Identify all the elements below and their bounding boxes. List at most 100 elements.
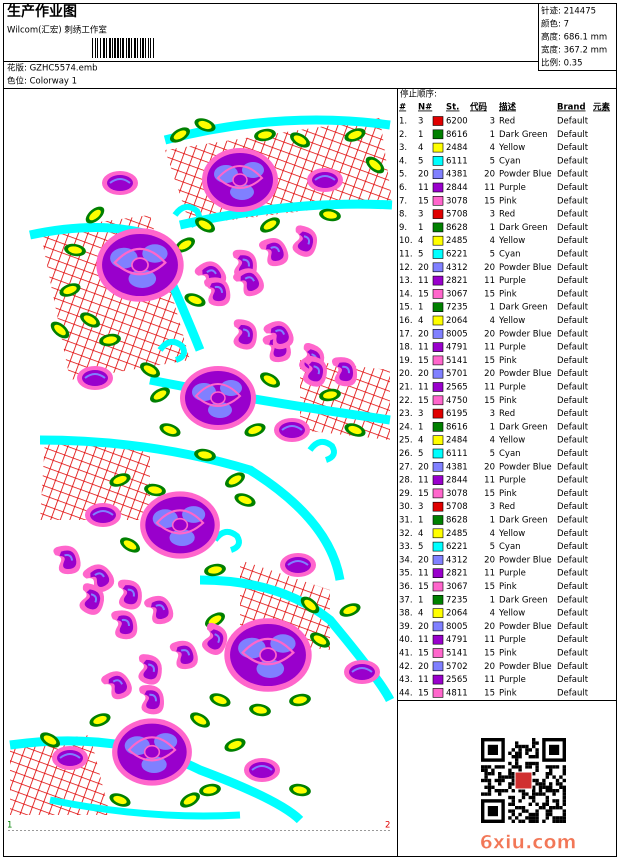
qr-module bbox=[515, 751, 519, 755]
qr-module bbox=[538, 806, 543, 810]
color-code: 20 bbox=[484, 662, 495, 672]
qr-module bbox=[528, 819, 532, 823]
qr-module bbox=[552, 765, 556, 769]
stitch-code: 2485 bbox=[446, 529, 468, 539]
qr-module bbox=[515, 765, 519, 769]
qr-module bbox=[525, 748, 529, 752]
row-number: 15. bbox=[399, 303, 413, 313]
qr-module bbox=[515, 758, 519, 762]
description: Cyan bbox=[499, 449, 521, 459]
needle: 11 bbox=[418, 343, 429, 353]
brand: Default bbox=[557, 635, 589, 645]
swatch bbox=[432, 395, 444, 406]
qr-module bbox=[555, 819, 560, 823]
qr-module bbox=[549, 806, 553, 810]
kidney bbox=[132, 651, 167, 688]
brand: Default bbox=[557, 649, 589, 659]
qr-module bbox=[562, 799, 566, 803]
needle: 5 bbox=[418, 449, 423, 459]
qr-module bbox=[508, 768, 512, 772]
swatch bbox=[432, 249, 444, 259]
qr-module bbox=[542, 806, 546, 810]
stitch-code: 2844 bbox=[446, 476, 468, 486]
qr-module bbox=[525, 744, 529, 749]
swatch bbox=[432, 541, 444, 552]
stitch-code: 5708 bbox=[446, 502, 468, 512]
qr-module bbox=[484, 772, 488, 776]
needle: 11 bbox=[418, 635, 429, 645]
stitch-code: 2844 bbox=[446, 183, 468, 193]
row-number: 43. bbox=[399, 675, 413, 685]
brand: Default bbox=[557, 289, 589, 299]
color-code: 4 bbox=[490, 316, 495, 326]
swatch bbox=[432, 129, 444, 140]
qr-module bbox=[559, 816, 563, 820]
color-code: 15 bbox=[484, 356, 495, 366]
qr-module bbox=[562, 792, 566, 796]
needle: 1 bbox=[418, 303, 423, 313]
qr-module bbox=[511, 775, 515, 779]
leaf bbox=[337, 600, 363, 620]
leaf bbox=[242, 420, 268, 440]
qr-module bbox=[515, 816, 519, 820]
swatch bbox=[432, 275, 444, 286]
leaf bbox=[248, 702, 272, 718]
cyan-band bbox=[49, 796, 241, 820]
studio: Wilcom(汇宏) 刺绣工作室 bbox=[7, 25, 107, 36]
brand: Default bbox=[557, 250, 589, 260]
stitch-code: 4381 bbox=[446, 170, 468, 180]
swatch bbox=[432, 289, 444, 299]
qr-module bbox=[562, 789, 566, 793]
leaf bbox=[187, 709, 213, 731]
stitch-code: 8616 bbox=[446, 422, 468, 432]
needle: 20 bbox=[418, 555, 429, 565]
qr-module bbox=[562, 765, 566, 769]
qr-module bbox=[481, 792, 485, 796]
stitch-code: 4750 bbox=[446, 396, 468, 406]
qr-module bbox=[559, 785, 563, 789]
qr-module bbox=[484, 792, 488, 796]
row-number: 41. bbox=[399, 649, 413, 659]
brand: Default bbox=[557, 449, 589, 459]
color-code: 1 bbox=[490, 223, 495, 233]
qr-module bbox=[494, 765, 498, 769]
swatch bbox=[432, 475, 444, 485]
brand: Default bbox=[557, 529, 589, 539]
needle: 5 bbox=[418, 250, 423, 260]
qr-module bbox=[511, 778, 515, 783]
qr-module bbox=[498, 778, 502, 783]
row-number: 17. bbox=[399, 329, 413, 339]
color-code: 15 bbox=[484, 489, 495, 499]
needle: 11 bbox=[418, 476, 429, 486]
qr-module bbox=[484, 765, 488, 769]
brand: Default bbox=[557, 409, 589, 419]
row-number: 5. bbox=[399, 170, 407, 180]
description: Dark Green bbox=[499, 516, 548, 526]
column-header: # bbox=[399, 103, 406, 113]
color-code: 15 bbox=[484, 582, 495, 592]
qr-module bbox=[498, 789, 502, 793]
qr-module bbox=[549, 789, 553, 793]
leaf bbox=[198, 782, 222, 798]
stitch-code: 3067 bbox=[446, 582, 468, 592]
swatch bbox=[432, 262, 444, 273]
qr-module bbox=[518, 744, 522, 749]
brand: Default bbox=[557, 489, 589, 499]
qr-module bbox=[532, 772, 536, 776]
swatch bbox=[432, 568, 444, 579]
needle: 3 bbox=[418, 502, 423, 512]
qr-module bbox=[481, 778, 485, 783]
brand: Default bbox=[557, 383, 589, 393]
row-number: 16. bbox=[399, 316, 413, 326]
qr-module bbox=[504, 775, 509, 779]
outer-frame bbox=[3, 3, 617, 857]
qr-module bbox=[508, 795, 512, 800]
qr-module bbox=[528, 755, 532, 759]
qr-module bbox=[521, 806, 526, 810]
qr-module bbox=[532, 789, 536, 793]
row-number: 7. bbox=[399, 196, 407, 206]
row-number: 6. bbox=[399, 183, 407, 193]
qr-module bbox=[545, 795, 549, 800]
qr-module bbox=[532, 795, 536, 800]
barcode-bar bbox=[145, 38, 146, 58]
